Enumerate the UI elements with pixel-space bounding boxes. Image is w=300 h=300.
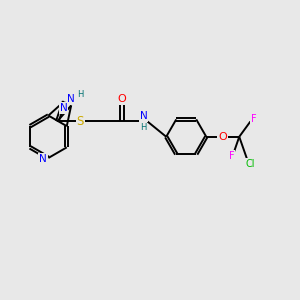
Text: O: O	[117, 94, 126, 104]
Text: N: N	[67, 94, 75, 104]
Text: N: N	[39, 154, 47, 164]
Text: F: F	[229, 151, 234, 160]
Text: O: O	[218, 132, 227, 142]
Text: F: F	[251, 114, 257, 124]
Text: S: S	[76, 115, 84, 128]
Text: N: N	[140, 111, 147, 121]
Text: Cl: Cl	[246, 159, 255, 169]
Text: H: H	[77, 90, 84, 99]
Text: N: N	[60, 103, 68, 113]
Text: H: H	[140, 123, 147, 132]
